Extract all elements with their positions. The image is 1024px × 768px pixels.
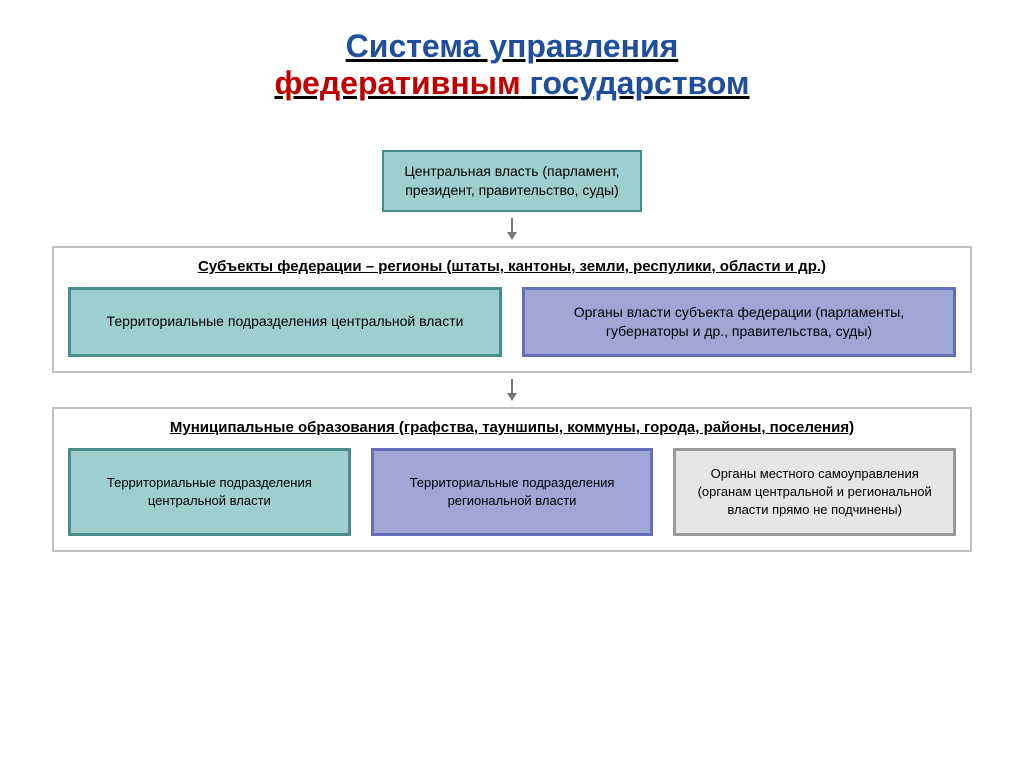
territorial-divisions-central-text: Территориальные подразделения центрально… [107, 312, 464, 331]
diagram-root: Центральная власть (парламент, президент… [52, 150, 972, 552]
municipal-central-box: Территориальные подразделения центрально… [68, 448, 351, 536]
arrow-down-icon [505, 379, 519, 401]
federation-subjects-container: Субъекты федерации – регионы (штаты, кан… [52, 246, 972, 373]
subject-authority-box: Органы власти субъекта федерации (парлам… [522, 287, 956, 357]
municipal-central-text: Территориальные подразделения центрально… [83, 474, 336, 509]
municipal-container: Муниципальные образования (графства, тау… [52, 407, 972, 552]
municipal-regional-text: Территориальные подразделения региональн… [386, 474, 639, 509]
municipal-heading: Муниципальные образования (графства, тау… [68, 419, 956, 436]
municipal-regional-box: Территориальные подразделения региональн… [371, 448, 654, 536]
central-authority-text: Центральная власть (парламент, президент… [396, 162, 628, 200]
central-authority-box: Центральная власть (парламент, президент… [382, 150, 642, 212]
municipal-row: Территориальные подразделения центрально… [68, 448, 956, 536]
municipal-self-gov-box: Органы местного самоуправления (органам … [673, 448, 956, 536]
territorial-divisions-central-box: Территориальные подразделения центрально… [68, 287, 502, 357]
title-word-federal: федеративным [274, 65, 520, 101]
page-title: Система управления федеративным государс… [0, 0, 1024, 102]
title-word-government: государством [530, 65, 750, 101]
municipal-self-gov-text: Органы местного самоуправления (органам … [688, 465, 941, 518]
federation-subjects-row: Территориальные подразделения центрально… [68, 287, 956, 357]
title-line1: Система управления [346, 28, 679, 64]
subject-authority-text: Органы власти субъекта федерации (парлам… [537, 303, 941, 341]
arrow-down-icon [505, 218, 519, 240]
federation-subjects-heading: Субъекты федерации – регионы (штаты, кан… [68, 258, 956, 275]
